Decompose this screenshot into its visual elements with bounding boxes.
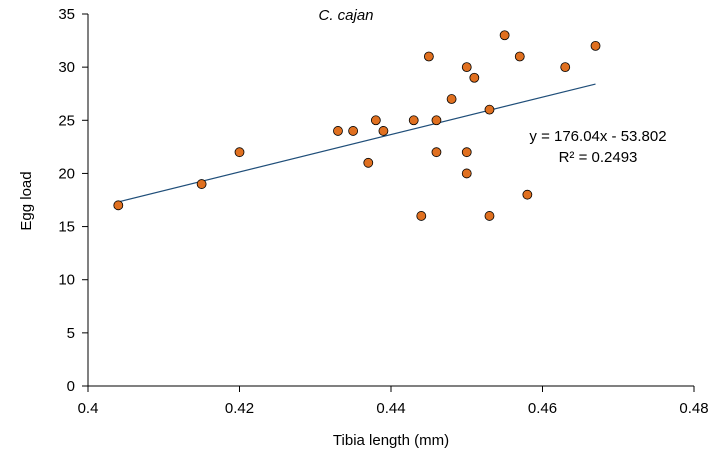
data-point [113, 200, 124, 211]
y-tick-label: 35 [58, 6, 75, 23]
data-point [431, 147, 442, 158]
x-tick-label: 0.48 [679, 400, 708, 417]
data-point [461, 62, 472, 73]
trendline-group [118, 83, 596, 203]
y-tick-label: 25 [58, 112, 75, 129]
data-point [522, 189, 533, 200]
y-tick-label: 0 [67, 378, 75, 395]
data-point [378, 126, 389, 136]
data-points [113, 30, 601, 221]
x-tick-label: 0.46 [528, 400, 557, 417]
y-axis-label: Egg load [18, 171, 35, 230]
data-point [348, 126, 359, 136]
y-tick-label: 15 [58, 219, 75, 236]
trendline [118, 83, 596, 203]
data-point [333, 126, 343, 136]
y-tick-label: 5 [67, 325, 75, 342]
data-point [469, 72, 480, 83]
data-point [484, 211, 495, 221]
data-point [370, 115, 381, 126]
data-point [499, 30, 510, 41]
data-point [484, 104, 495, 115]
data-point [461, 168, 472, 179]
data-point [590, 40, 601, 51]
data-point [408, 115, 419, 126]
x-axis-label: Tibia length (mm) [333, 432, 449, 449]
data-point [431, 115, 442, 126]
trendline-equation: y = 176.04x - 53.802 [529, 128, 666, 145]
data-point [423, 51, 434, 62]
trendline-r-squared: R² = 0.2493 [559, 149, 638, 166]
y-tick-label: 30 [58, 59, 75, 76]
y-axis-ticks: 0 5 10 15 20 25 30 35 [58, 6, 88, 395]
y-tick-label: 20 [58, 165, 75, 182]
data-point [416, 211, 427, 221]
data-point [461, 147, 472, 158]
x-tick-label: 0.4 [78, 400, 99, 417]
x-tick-label: 0.44 [376, 400, 405, 417]
data-point [234, 147, 245, 158]
data-point [446, 94, 457, 104]
data-point [560, 62, 571, 73]
y-tick-label: 10 [58, 272, 75, 289]
x-axis-ticks: 0.4 0.42 0.44 0.46 0.48 [78, 386, 709, 417]
chart-title: C. cajan [318, 7, 373, 24]
data-point [514, 51, 525, 62]
axes [87, 14, 694, 387]
data-point [363, 157, 374, 168]
data-point [196, 179, 207, 189]
x-tick-label: 0.42 [225, 400, 254, 417]
